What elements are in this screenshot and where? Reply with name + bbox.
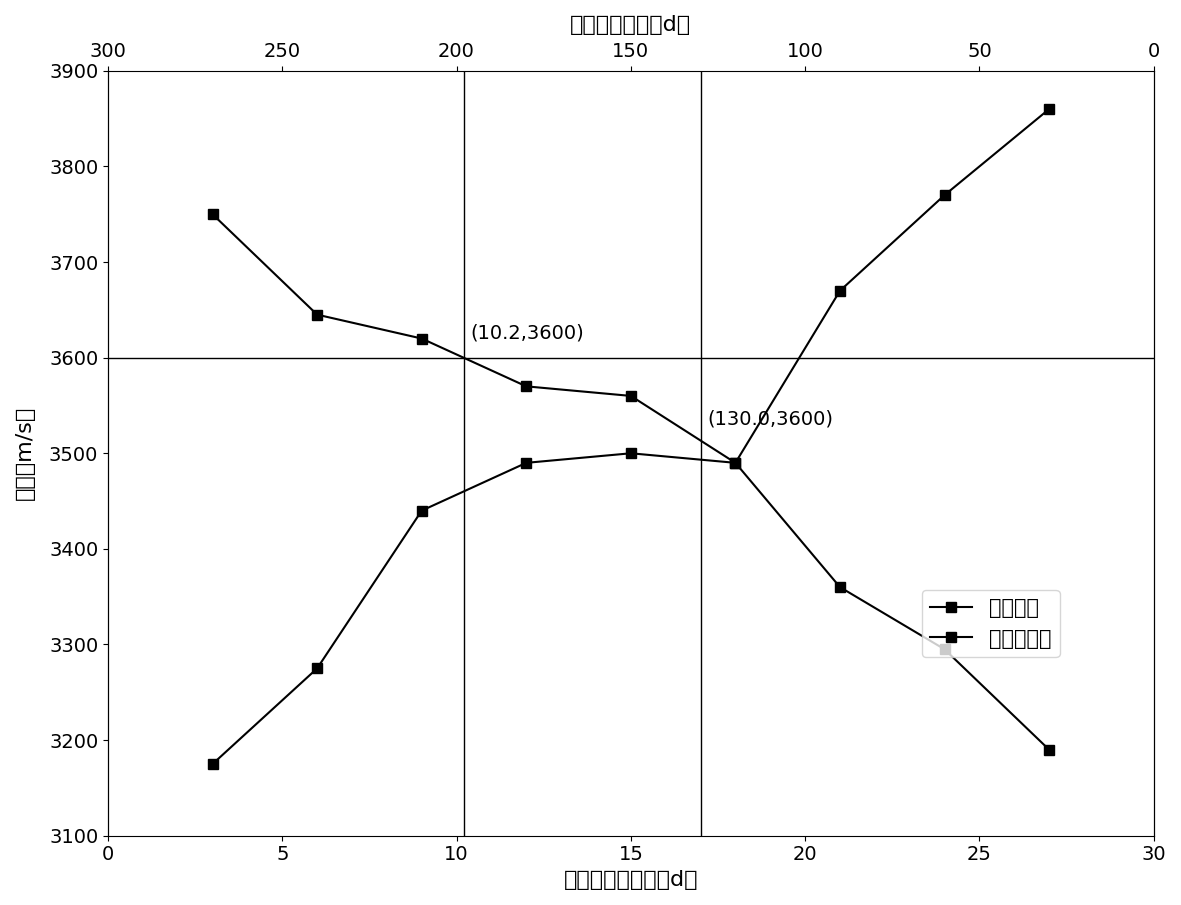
X-axis label: 自然存储天数（d）: 自然存储天数（d） xyxy=(570,15,691,35)
Line: 自然存储: 自然存储 xyxy=(208,209,1053,755)
高低温循环 xyxy=(833,285,847,296)
自然存储 xyxy=(520,381,534,392)
自然存储 xyxy=(938,643,952,654)
自然存储 xyxy=(624,390,638,401)
X-axis label: 高低温循环天数（d）: 高低温循环天数（d） xyxy=(563,870,698,890)
Text: (10.2,3600): (10.2,3600) xyxy=(470,324,585,343)
自然存储 xyxy=(415,333,429,344)
高低温循环 xyxy=(1042,104,1056,115)
高低温循环 xyxy=(415,505,429,516)
Line: 高低温循环: 高低温循环 xyxy=(208,104,1053,769)
自然存储 xyxy=(205,209,220,220)
自然存储 xyxy=(1042,744,1056,755)
Text: (130.0,3600): (130.0,3600) xyxy=(707,410,834,429)
Y-axis label: 爆速（m/s）: 爆速（m/s） xyxy=(15,406,35,500)
Legend: 自然存储, 高低温循环: 自然存储, 高低温循环 xyxy=(922,590,1059,657)
自然存储 xyxy=(311,310,325,320)
高低温循环 xyxy=(311,663,325,674)
高低温循环 xyxy=(520,457,534,468)
自然存储 xyxy=(729,457,743,468)
高低温循环 xyxy=(624,448,638,459)
高低温循环 xyxy=(729,457,743,468)
高低温循环 xyxy=(938,190,952,201)
自然存储 xyxy=(833,582,847,593)
高低温循环 xyxy=(205,758,220,769)
